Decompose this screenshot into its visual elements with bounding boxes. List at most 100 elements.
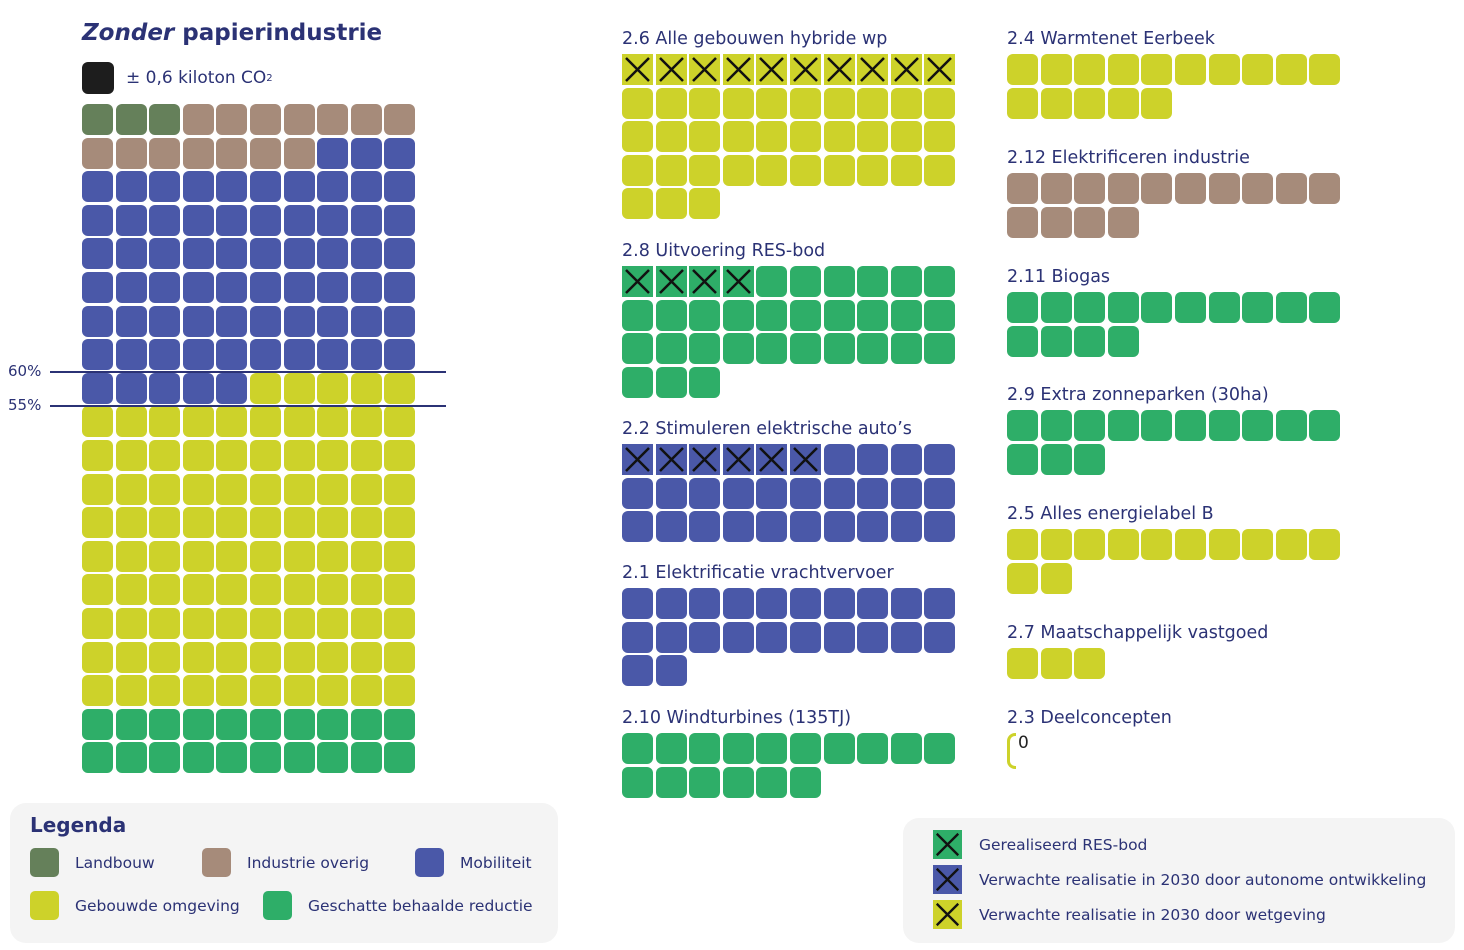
waffle-cell: [1175, 292, 1206, 323]
zero-label: 0: [1018, 733, 1029, 753]
waffle-cell: [250, 372, 281, 404]
waffle-cell: [1107, 54, 1139, 85]
waffle-cell: [283, 675, 315, 707]
waffle-cell: [149, 238, 181, 270]
waffle-cell: [1141, 173, 1173, 204]
waffle-cell: [1208, 173, 1240, 204]
waffle-cell: [890, 733, 922, 764]
waffle-cell: [82, 339, 113, 371]
waffle-cell: [182, 238, 214, 270]
waffle-cell: [890, 299, 922, 331]
waffle-cell: [82, 137, 113, 169]
waffle-cell: [250, 507, 281, 539]
waffle-cell: [890, 511, 922, 543]
waffle-cell: [655, 188, 687, 220]
unit-swatch: [82, 62, 114, 94]
waffle-cell: [1007, 173, 1038, 204]
waffle-cell: [182, 608, 214, 639]
waffle-cell: [317, 171, 349, 203]
waffle-cell: [722, 299, 754, 331]
waffle-cell: [115, 540, 147, 572]
waffle-cell: [216, 305, 248, 337]
cross-icon: [658, 269, 684, 294]
waffle-cell: [1107, 410, 1139, 441]
waffle-cell: [823, 87, 855, 119]
waffle-cell: [384, 204, 416, 236]
waffle-cell: [149, 339, 181, 371]
waffle-cell: [756, 333, 788, 365]
waffle-cell: [82, 708, 113, 740]
waffle-cell: [384, 171, 416, 203]
waffle-cell: [689, 366, 721, 398]
waffle-cell: [857, 121, 889, 153]
legend2-label: Verwachte realisatie in 2030 door autono…: [979, 870, 1427, 889]
waffle-cell: [384, 574, 416, 606]
waffle-cell: [790, 54, 821, 85]
waffle-cell: [1309, 173, 1341, 204]
waffle-cell: [857, 733, 889, 764]
waffle-cell: [823, 266, 855, 297]
cross-icon: [935, 867, 960, 892]
waffle-cell: [756, 154, 788, 186]
waffle-cell: [1074, 206, 1106, 238]
cross-icon: [625, 447, 650, 472]
ref-line-55: [50, 405, 446, 407]
waffle-cell: [149, 742, 181, 774]
waffle-cell: [216, 137, 248, 169]
waffle-cell: [250, 238, 281, 270]
waffle-cell: [1242, 54, 1274, 85]
waffle-cell: [350, 708, 382, 740]
waffle-cell: [216, 574, 248, 606]
waffle-cell: [622, 655, 653, 687]
waffle-cell: [250, 406, 281, 438]
waffle-cell: [283, 339, 315, 371]
waffle-cell: [857, 333, 889, 365]
waffle-cell: [1242, 292, 1274, 323]
waffle-cell: [82, 473, 113, 505]
waffle-cell: [722, 621, 754, 653]
waffle-cell: [924, 621, 956, 653]
waffle-cell: [1074, 325, 1106, 357]
waffle-cell: [622, 333, 653, 365]
waffle-cell: [1208, 292, 1240, 323]
cross-icon: [658, 447, 684, 472]
waffle-cell: [655, 511, 687, 543]
waffle-cell: [1275, 410, 1307, 441]
legend-label: Mobiliteit: [460, 853, 532, 872]
waffle-cell: [216, 372, 248, 404]
measure-title: 2.9 Extra zonneparken (30ha): [1007, 385, 1269, 405]
waffle-cell: [1040, 325, 1072, 357]
waffle-cell: [655, 366, 687, 398]
legend2-label: Gerealiseerd RES-bod: [979, 835, 1148, 854]
waffle-cell: [890, 54, 922, 85]
waffle-cell: [82, 372, 113, 404]
waffle-cell: [790, 766, 821, 798]
cross-icon: [658, 57, 684, 82]
waffle-cell: [149, 104, 181, 135]
waffle-cell: [756, 733, 788, 764]
waffle-cell: [1309, 292, 1341, 323]
waffle-cell: [1074, 54, 1106, 85]
waffle-cell: [790, 588, 821, 619]
waffle-cell: [149, 507, 181, 539]
waffle-cell: [384, 137, 416, 169]
waffle-cell: [115, 608, 147, 639]
waffle-cell: [283, 540, 315, 572]
waffle-cell: [722, 154, 754, 186]
waffle-cell: [790, 87, 821, 119]
cross-icon: [826, 57, 852, 82]
legend-item-reductie: Geschatte behaalde reductie: [263, 891, 533, 920]
waffle-cell: [1107, 206, 1139, 238]
waffle-cell: [655, 299, 687, 331]
waffle-cell: [622, 266, 653, 297]
waffle-cell: [384, 440, 416, 471]
waffle-cell: [250, 305, 281, 337]
legend2-item: Verwachte realisatie in 2030 door autono…: [933, 865, 1426, 894]
waffle-cell: [317, 574, 349, 606]
cross-icon: [692, 57, 718, 82]
waffle-cell: [857, 154, 889, 186]
waffle-cell: [317, 406, 349, 438]
measure-title: 2.5 Alles energielabel B: [1007, 504, 1214, 524]
waffle-cell: [82, 641, 113, 673]
waffle-cell: [82, 272, 113, 303]
